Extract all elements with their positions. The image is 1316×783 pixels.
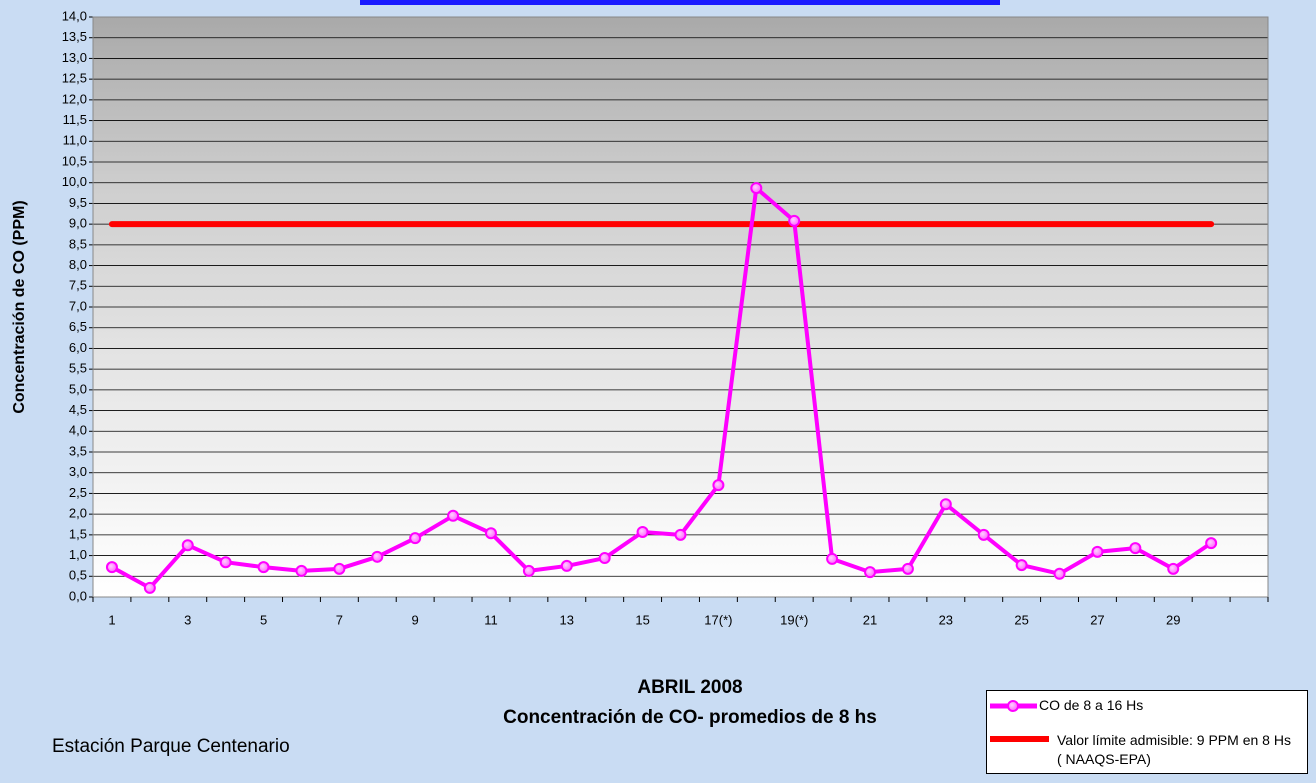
data-point (334, 564, 344, 574)
x-tick-label: 19(*) (780, 612, 808, 627)
legend-label: CO de 8 a 16 Hs (1039, 697, 1143, 713)
x-tick-label: 13 (560, 612, 574, 627)
y-tick-label: 6,0 (69, 340, 87, 355)
x-tick-label: 29 (1166, 612, 1180, 627)
y-tick-label: 11,0 (63, 133, 87, 148)
chart-subtitle: Concentración de CO- promedios de 8 hs (503, 707, 877, 728)
y-tick-label: 0,0 (69, 588, 87, 603)
x-tick-label: 23 (939, 612, 953, 627)
data-point (448, 511, 458, 521)
x-tick-label: 7 (336, 612, 343, 627)
legend-label: Valor límite admisible: 9 PPM en 8 Hs ( … (1057, 731, 1297, 769)
y-tick-label: 4,5 (69, 402, 87, 417)
y-tick-label: 14,0 (62, 8, 87, 23)
y-tick-label: 2,5 (69, 485, 87, 500)
legend: CO de 8 a 16 Hs Valor límite admisible: … (986, 690, 1308, 774)
data-point (145, 583, 155, 593)
data-point (600, 553, 610, 563)
data-point (1206, 538, 1216, 548)
data-point (789, 216, 799, 226)
y-tick-label: 13,5 (62, 29, 87, 44)
x-tick-label: 1 (108, 612, 115, 627)
chart-title: ABRIL 2008 (637, 677, 742, 698)
x-tick-label: 17(*) (704, 612, 732, 627)
x-tick-label: 5 (260, 612, 267, 627)
data-point (259, 562, 269, 572)
station-label: Estación Parque Centenario (52, 736, 290, 757)
data-point (941, 499, 951, 509)
data-point (486, 528, 496, 538)
chart: Concentración de CO (PPM) ABRIL 2008 Con… (0, 0, 1316, 783)
data-point (676, 530, 686, 540)
top-decoration (360, 0, 1000, 5)
x-tick-label: 9 (412, 612, 419, 627)
data-point (524, 566, 534, 576)
data-point (1092, 547, 1102, 557)
data-point (296, 566, 306, 576)
data-point (827, 554, 837, 564)
y-tick-label: 7,0 (69, 298, 87, 313)
y-tick-label: 1,5 (69, 526, 87, 541)
data-point (713, 480, 723, 490)
y-tick-label: 10,0 (62, 174, 87, 189)
y-tick-label: 1,0 (69, 547, 87, 562)
y-tick-label: 3,5 (69, 443, 87, 458)
data-point (183, 540, 193, 550)
y-tick-label: 9,0 (69, 216, 87, 231)
data-point (372, 552, 382, 562)
y-tick-label: 0,5 (69, 568, 87, 583)
x-tick-label: 25 (1014, 612, 1028, 627)
data-point (410, 533, 420, 543)
y-tick-label: 12,0 (62, 91, 87, 106)
y-tick-label: 8,0 (69, 257, 87, 272)
y-tick-label: 12,5 (62, 71, 87, 86)
data-point (638, 527, 648, 537)
y-tick-label: 10,5 (62, 153, 87, 168)
chart-page: Concentración de CO (PPM) ABRIL 2008 Con… (0, 0, 1316, 783)
data-point (865, 567, 875, 577)
x-tick-label: 3 (184, 612, 191, 627)
y-tick-label: 7,5 (69, 278, 87, 293)
y-tick-label: 4,0 (69, 423, 87, 438)
y-tick-label: 9,5 (69, 195, 87, 210)
legend-marker-0 (1008, 701, 1018, 711)
y-tick-label: 5,0 (69, 381, 87, 396)
y-tick-label: 5,5 (69, 361, 87, 376)
x-tick-label: 11 (484, 612, 498, 627)
data-point (221, 557, 231, 567)
data-point (1055, 569, 1065, 579)
data-point (1017, 560, 1027, 570)
x-tick-label: 27 (1090, 612, 1104, 627)
y-tick-label: 2,0 (69, 506, 87, 521)
data-point (1130, 543, 1140, 553)
data-point (107, 562, 117, 572)
y-tick-label: 11,5 (63, 112, 87, 127)
data-point (751, 183, 761, 193)
x-tick-label: 21 (863, 612, 877, 627)
data-point (903, 564, 913, 574)
y-tick-label: 13,0 (62, 50, 87, 65)
data-point (1168, 564, 1178, 574)
data-point (979, 530, 989, 540)
y-tick-label: 3,0 (69, 464, 87, 479)
y-tick-label: 8,5 (69, 236, 87, 251)
x-tick-label: 15 (635, 612, 649, 627)
y-tick-label: 6,5 (69, 319, 87, 334)
data-point (562, 561, 572, 571)
y-axis-title: Concentración de CO (PPM) (11, 200, 28, 413)
